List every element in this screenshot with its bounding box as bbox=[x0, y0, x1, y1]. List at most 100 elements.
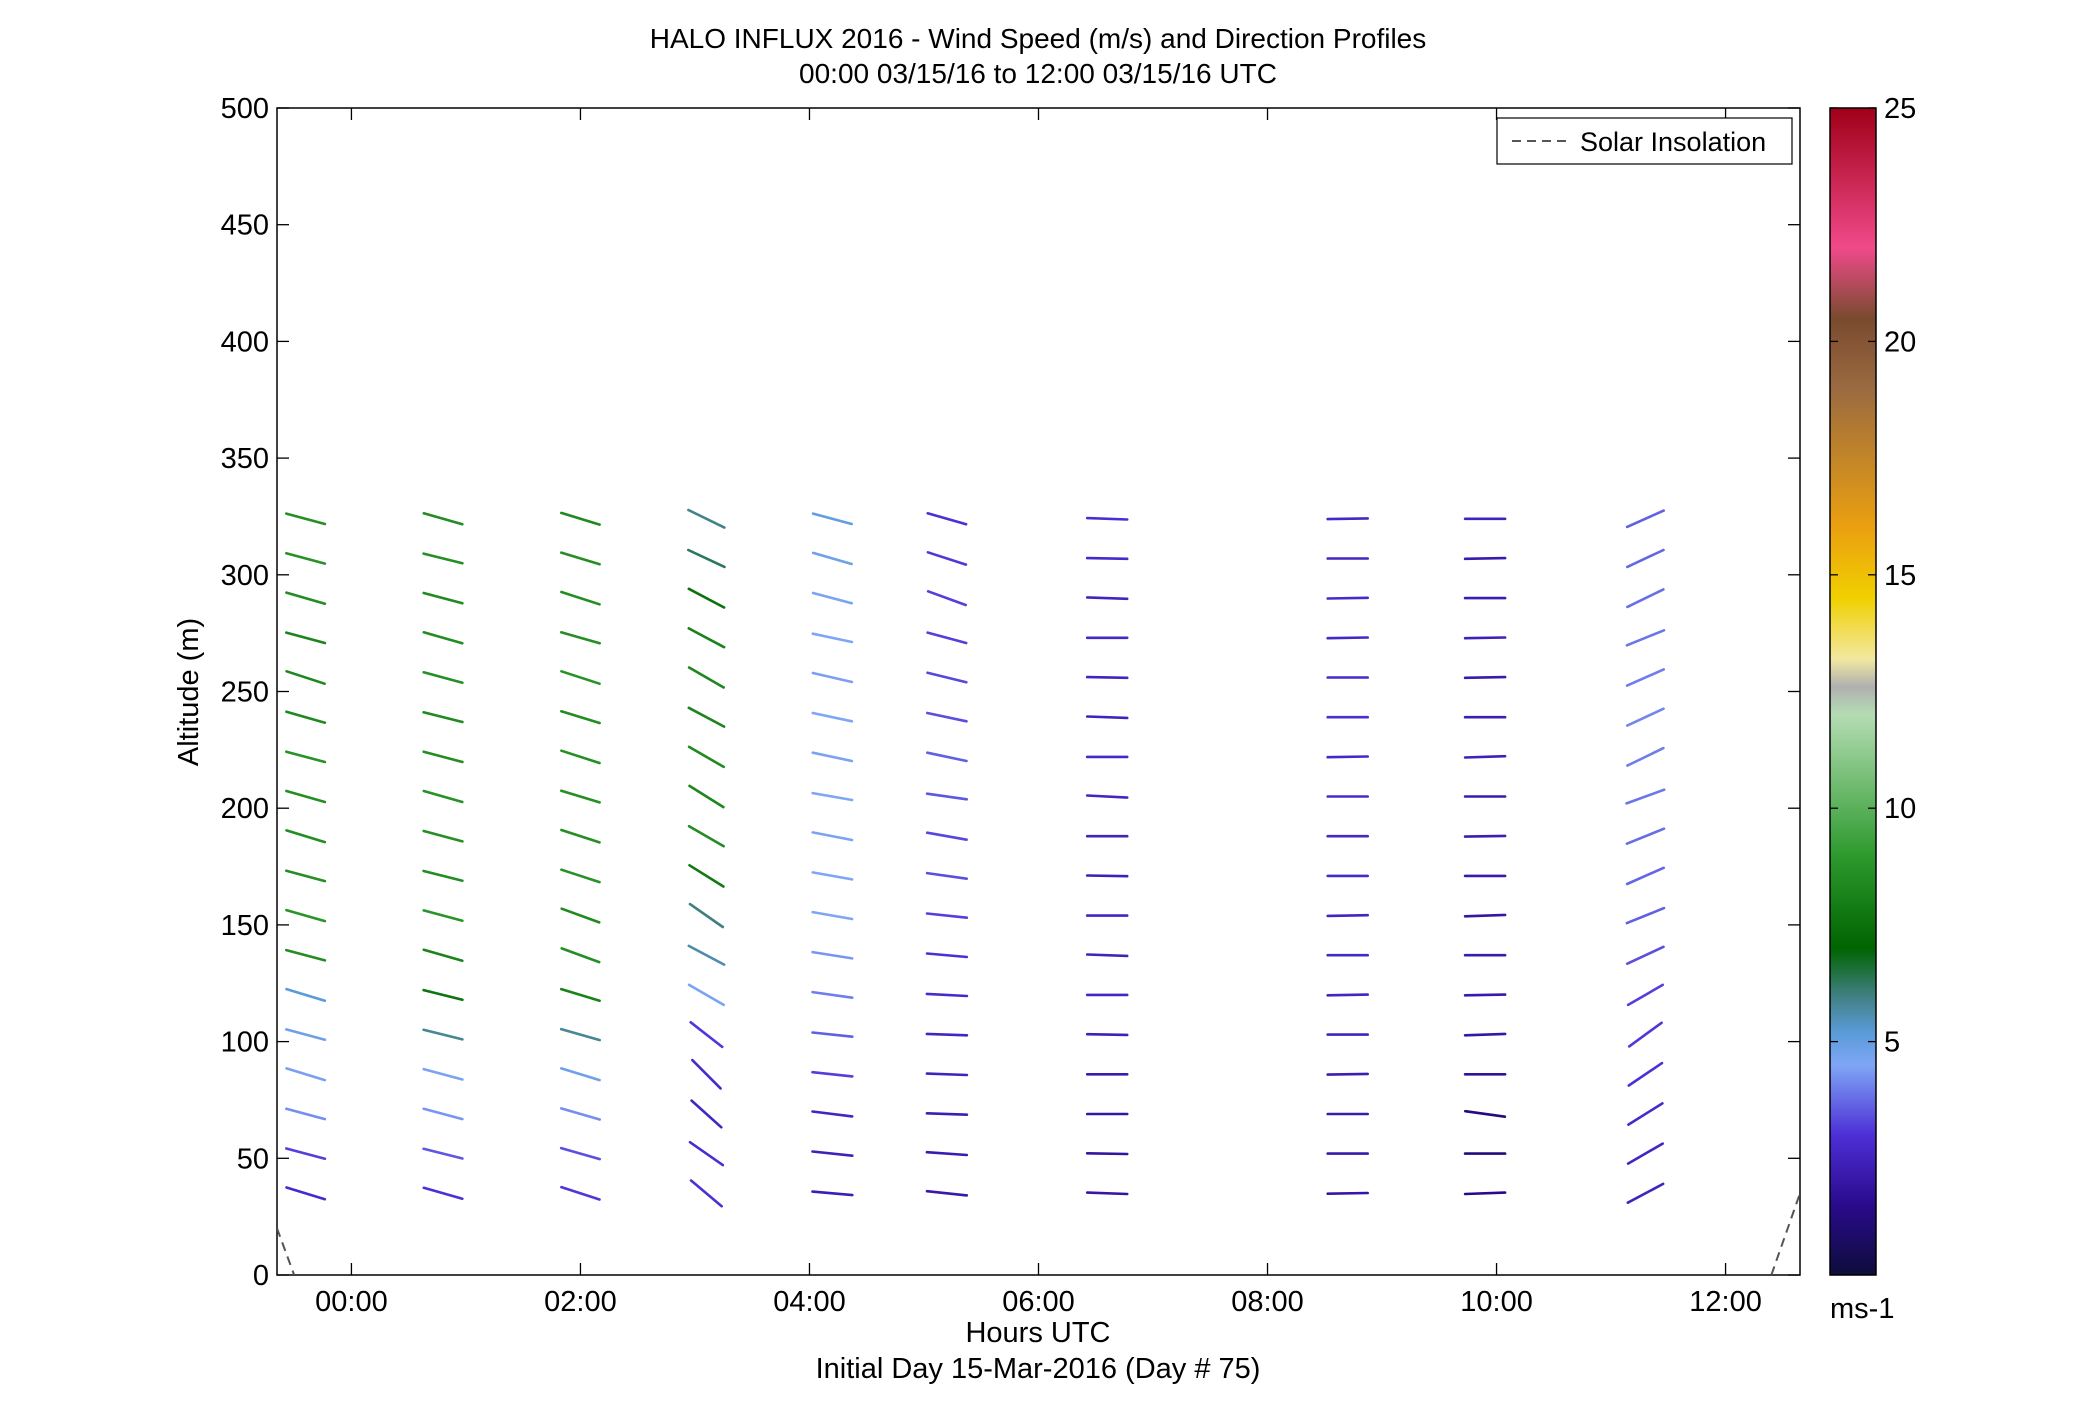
wind-vector bbox=[811, 831, 854, 842]
wind-vector bbox=[1625, 628, 1666, 647]
y-tick-label: 150 bbox=[221, 910, 269, 942]
wind-vector bbox=[285, 591, 327, 606]
wind-vector bbox=[925, 1112, 969, 1116]
wind-vector bbox=[687, 627, 726, 649]
wind-vector bbox=[926, 671, 968, 684]
y-tick-label: 350 bbox=[221, 443, 269, 475]
colorbar-tick-label: 10 bbox=[1884, 793, 1916, 825]
wind-vector bbox=[422, 710, 464, 724]
wind-vector bbox=[1464, 1109, 1507, 1118]
legend: Solar Insolation bbox=[1496, 117, 1793, 165]
wind-vector bbox=[925, 792, 969, 801]
wind-vector bbox=[1085, 953, 1129, 958]
wind-vector bbox=[687, 508, 726, 529]
wind-vector bbox=[1627, 1061, 1664, 1087]
wind-vector bbox=[559, 551, 601, 566]
x-tick-label: 08:00 bbox=[1231, 1286, 1304, 1318]
wind-vector bbox=[285, 987, 327, 1003]
wind-vector bbox=[811, 551, 853, 566]
wind-vector bbox=[560, 868, 601, 884]
colorbar-unit-text: ms-1 bbox=[1830, 1293, 1894, 1325]
wind-vector bbox=[285, 669, 326, 686]
wind-vector bbox=[1326, 913, 1369, 918]
wind-vector bbox=[811, 671, 854, 684]
solar-insolation-line bbox=[277, 1192, 1800, 1275]
wind-vector bbox=[1085, 675, 1129, 680]
wind-vector bbox=[811, 1190, 854, 1197]
wind-vector bbox=[1463, 636, 1507, 640]
wind-vector bbox=[559, 709, 601, 725]
wind-vector bbox=[560, 907, 601, 924]
wind-vector bbox=[422, 1107, 464, 1121]
wind-vector bbox=[687, 983, 726, 1007]
wind-vector bbox=[687, 824, 726, 848]
wind-vector bbox=[559, 511, 601, 526]
wind-vector bbox=[811, 512, 854, 526]
wind-vector bbox=[925, 1032, 969, 1037]
y-tick-label: 0 bbox=[253, 1260, 269, 1292]
chart-title: HALO INFLUX 2016 - Wind Speed (m/s) and … bbox=[650, 23, 1427, 54]
wind-vector bbox=[1463, 754, 1507, 759]
wind-vector bbox=[925, 871, 969, 881]
wind-vector bbox=[1463, 556, 1507, 561]
wind-vector bbox=[688, 784, 725, 809]
wind-vector bbox=[1625, 509, 1665, 529]
wind-vector bbox=[1326, 993, 1369, 997]
colorbar-tick-label: 15 bbox=[1884, 560, 1916, 592]
wind-vector bbox=[422, 909, 464, 923]
y-tick-label: 50 bbox=[237, 1143, 269, 1175]
wind-vector bbox=[422, 829, 464, 843]
wind-vector bbox=[422, 630, 464, 645]
wind-vector bbox=[560, 590, 601, 606]
wind-vector bbox=[1627, 1021, 1663, 1048]
legend-label-solar: Solar Insolation bbox=[1580, 127, 1766, 157]
x-axis-label: Hours UTC bbox=[965, 1317, 1110, 1349]
wind-vector bbox=[687, 944, 726, 966]
wind-vector bbox=[284, 869, 327, 883]
wind-vector bbox=[686, 548, 726, 569]
wind-vector bbox=[284, 551, 327, 565]
x-axis-label-2: Initial Day 15-Mar-2016 (Day # 75) bbox=[816, 1353, 1261, 1385]
colorbar-unit-label: ms-1 bbox=[1830, 1293, 1894, 1325]
wind-vector bbox=[1626, 746, 1665, 767]
wind-vector bbox=[284, 1028, 327, 1042]
wind-vector bbox=[560, 1185, 601, 1201]
wind-vector bbox=[422, 948, 464, 963]
wind-vector bbox=[559, 1027, 602, 1042]
colorbar-tick-label: 25 bbox=[1884, 93, 1916, 125]
wind-vector bbox=[560, 828, 601, 844]
wind-vector bbox=[1463, 1032, 1507, 1037]
x-tick-label: 04:00 bbox=[773, 1286, 846, 1318]
wind-vector bbox=[1626, 548, 1665, 569]
y-tick-label: 300 bbox=[221, 560, 269, 592]
wind-vector bbox=[926, 589, 968, 607]
wind-vector bbox=[811, 1110, 854, 1118]
wind-vector bbox=[811, 591, 854, 605]
wind-vector bbox=[1626, 983, 1664, 1007]
wind-vector bbox=[422, 789, 464, 804]
wind-vector bbox=[1085, 516, 1129, 521]
wind-vector bbox=[559, 630, 602, 645]
wind-vector bbox=[422, 511, 464, 526]
solar-insolation-segment bbox=[277, 1227, 296, 1275]
wind-vector bbox=[926, 511, 968, 526]
wind-vector bbox=[1326, 596, 1369, 600]
wind-vector bbox=[925, 1189, 969, 1197]
wind-vector bbox=[1085, 1152, 1129, 1156]
wind-vector bbox=[811, 950, 854, 960]
colorbar-rect bbox=[1829, 107, 1877, 1276]
wind-vector bbox=[559, 1067, 601, 1082]
wind-vector bbox=[285, 1186, 327, 1201]
wind-vector bbox=[1085, 794, 1129, 799]
wind-vector bbox=[1626, 588, 1665, 609]
wind-vector bbox=[1625, 788, 1666, 805]
wind-vector bbox=[1626, 1142, 1664, 1165]
y-tick-label: 450 bbox=[221, 210, 269, 242]
wind-vector bbox=[925, 831, 968, 842]
wind-vector bbox=[422, 670, 464, 685]
wind-vector bbox=[1085, 715, 1129, 720]
wind-vector bbox=[422, 1067, 464, 1081]
wind-vector bbox=[560, 669, 601, 686]
colorbar: ms-1 bbox=[1829, 107, 1894, 1325]
plot-area bbox=[276, 107, 1801, 1276]
